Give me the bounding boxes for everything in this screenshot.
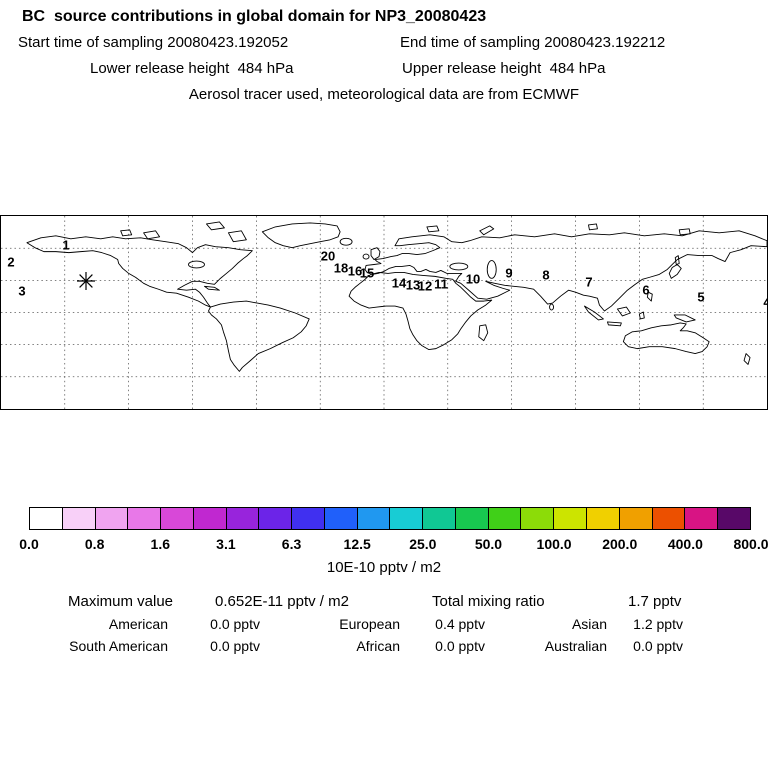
colorbar-cell — [587, 508, 620, 529]
great-lakes-outline — [188, 260, 205, 269]
region-contribution-value: 1.2 pptv — [633, 616, 683, 632]
colorbar-tick-label: 25.0 — [409, 536, 437, 552]
region-contribution-value: 0.0 pptv — [210, 616, 260, 632]
region-contribution-name: Australian — [544, 638, 607, 654]
coastline-greenland — [261, 222, 341, 249]
colorbar-cell — [259, 508, 293, 529]
start-time-label: Start time of sampling 20080423.192052 — [18, 34, 289, 51]
coastline-eurasia — [364, 230, 767, 312]
colorbar-cell — [226, 508, 260, 529]
world-map-svg — [1, 216, 767, 409]
colorbar-cell — [324, 508, 358, 529]
colorbar-cell — [95, 508, 129, 529]
black-sea-outline — [449, 262, 469, 271]
max-value: 0.652E-11 pptv / m2 — [215, 593, 349, 610]
colorbar-cell — [619, 508, 653, 529]
region-contributions: American 0.0 pptv European 0.4 pptv Asian 1.2… — [0, 616, 683, 654]
tracer-info-label: Aerosol tracer used, meteorological data… — [188, 86, 580, 103]
trajectory-point-label: 7 — [585, 274, 593, 290]
colorbar-cell — [161, 508, 194, 529]
trajectory-point-label: 8 — [542, 267, 550, 283]
sri-lanka-outline — [549, 303, 555, 311]
colorbar-tick-label: 100.0 — [536, 536, 572, 552]
upper-release-height-label: Upper release height 484 hPa — [402, 60, 606, 77]
colorbar-cell — [292, 508, 325, 529]
colorbar-tick-label: 50.0 — [474, 536, 503, 552]
colorbar-cell — [30, 508, 63, 529]
trajectory-point-label: 1 — [62, 237, 70, 253]
colorbar-cell — [128, 508, 162, 529]
colorbar-cell — [390, 508, 424, 529]
colorbar-cell — [685, 508, 719, 529]
world-map-panel: 123201816151413121110987654 — [0, 215, 768, 410]
trajectory-point-label: 15 — [359, 265, 375, 281]
colorbar-cell — [718, 508, 750, 529]
colorbar-cell — [521, 508, 555, 529]
trajectory-point-label: 14 — [391, 275, 407, 291]
region-contribution-value: 0.4 pptv — [435, 616, 485, 632]
colorbar — [29, 507, 751, 530]
region-contribution-value: 0.0 pptv — [210, 638, 260, 654]
coastline-africa — [348, 271, 493, 351]
map-gridlines — [1, 216, 767, 409]
region-contribution-name: American — [108, 616, 168, 632]
total-mixing-ratio-label: Total mixing ratio — [432, 593, 545, 610]
colorbar-tick-labels: 0.0 0.8 1.6 3.1 6.3 12.5 25.0 50.0 100.0 200.0 400… — [19, 536, 768, 552]
colorbar-tick-label: 800.0 — [733, 536, 768, 552]
region-contribution-name: European — [339, 616, 400, 632]
region-contribution-name: Asian — [571, 616, 607, 632]
colorbar-cell — [357, 508, 391, 529]
coastline-australia — [622, 322, 710, 355]
colorbar-cell — [193, 508, 227, 529]
colorbar-cell — [488, 508, 522, 529]
total-mixing-ratio-value: 1.7 pptv — [628, 593, 682, 610]
trajectory-point-label: 20 — [320, 248, 336, 264]
colorbar-cell — [455, 508, 489, 529]
trajectory-point-label: 16 — [347, 263, 363, 279]
colorbar-tick-label: 0.0 — [19, 536, 39, 552]
trajectory-point-label: 6 — [642, 282, 650, 298]
trajectory-point-label: 9 — [505, 265, 513, 281]
plot-title: BC source contributions in global domain… — [22, 8, 487, 25]
region-contribution-name: South American — [69, 638, 168, 654]
trajectory-point-label: 5 — [697, 289, 705, 305]
colorbar-cell — [423, 508, 456, 529]
release-point-star-marker — [77, 272, 95, 290]
region-contribution-value: 0.0 pptv — [435, 638, 485, 654]
colorbar-tick-label: 200.0 — [602, 536, 638, 552]
colorbar-unit-label: 10E-10 pptv / m2 — [326, 559, 442, 576]
colorbar-tick-label: 400.0 — [667, 536, 703, 552]
end-time-label: End time of sampling 20080423.192212 — [400, 34, 666, 51]
caspian-sea-outline — [486, 260, 497, 279]
region-contribution-name: African — [356, 638, 400, 654]
region-contribution-value: 0.0 pptv — [633, 638, 683, 654]
lower-release-height-label: Lower release height 484 hPa — [90, 60, 294, 77]
trajectory-point-label: 18 — [333, 260, 349, 276]
coastline-islands — [120, 221, 751, 365]
trajectory-point-label: 11 — [434, 276, 448, 292]
max-value-label: Maximum value — [68, 593, 174, 610]
colorbar-cell — [652, 508, 686, 529]
trajectory-point-label: 12 — [417, 278, 433, 294]
colorbar-tick-label: 12.5 — [343, 536, 371, 552]
colorbar-tick-label: 0.8 — [84, 536, 105, 552]
coastlines — [26, 221, 767, 372]
trajectory-markers-layer: 123201816151413121110987654 — [1, 216, 767, 409]
ireland-outline — [362, 253, 370, 260]
trajectory-point-label: 2 — [7, 254, 15, 270]
trajectory-point-label: 4 — [763, 296, 767, 309]
colorbar-tick-label: 6.3 — [281, 536, 302, 552]
colorbar-tick-label: 1.6 — [150, 536, 170, 552]
colorbar-cell — [554, 508, 588, 529]
coastline-north-america — [26, 235, 253, 308]
colorbar-tick-label: 3.1 — [216, 536, 236, 552]
trajectory-point-label: 10 — [465, 271, 481, 287]
trajectory-point-label: 13 — [405, 277, 421, 293]
coastline-south-america — [208, 300, 310, 372]
max-value-line: Maximum value 0.652E-11 pptv / m2 Total … — [0, 593, 768, 611]
colorbar-cell — [62, 508, 96, 529]
trajectory-point-label: 3 — [18, 283, 26, 299]
iceland-outline — [339, 237, 353, 246]
